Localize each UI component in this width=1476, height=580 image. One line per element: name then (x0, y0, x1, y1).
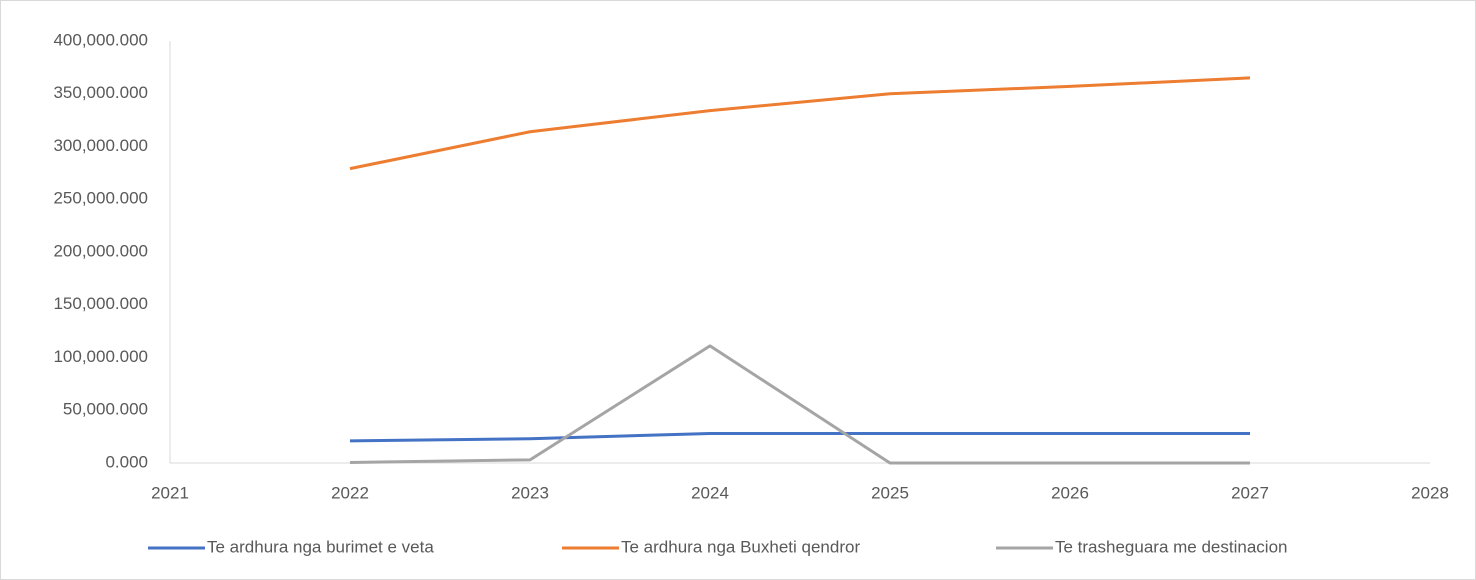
legend-label: Te ardhura nga burimet e veta (207, 537, 434, 556)
series-line (349, 344, 1250, 465)
x-tick-label: 2027 (1231, 483, 1269, 502)
y-tick-label: 100,000.000 (53, 347, 148, 366)
y-tick-label: 200,000.000 (53, 241, 148, 260)
x-tick-label: 2023 (511, 483, 549, 502)
y-tick-label: 150,000.000 (53, 294, 148, 313)
x-tick-label: 2022 (331, 483, 369, 502)
series-line (349, 431, 1250, 443)
y-tick-label: 300,000.000 (53, 136, 148, 155)
y-tick-label: 50,000.000 (63, 400, 148, 419)
y-tick-label: 0.000 (105, 452, 148, 471)
x-tick-label: 2028 (1411, 483, 1449, 502)
x-tick-label: 2025 (871, 483, 909, 502)
x-tick-label: 2026 (1051, 483, 1089, 502)
y-tick-label: 400,000.000 (53, 30, 148, 49)
legend-label: Te trasheguara me destinacion (1055, 537, 1287, 556)
legend-label: Te ardhura nga Buxheti qendror (621, 537, 860, 556)
x-tick-label: 2024 (691, 483, 729, 502)
y-tick-label: 250,000.000 (53, 189, 148, 208)
x-tick-label: 2021 (151, 483, 189, 502)
series-line (349, 76, 1251, 171)
y-tick-label: 350,000.000 (53, 83, 148, 102)
